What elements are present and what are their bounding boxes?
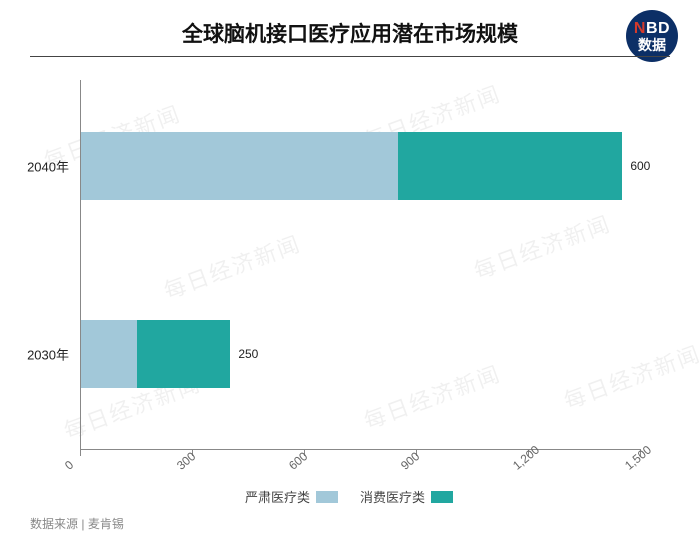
title-divider (30, 56, 670, 57)
bar-end-label: 600 (630, 159, 650, 173)
legend: 严肃医疗类 消费医疗类 (0, 487, 700, 506)
legend-swatch (431, 491, 453, 503)
brand-logo-N: N (634, 20, 646, 37)
legend-item: 严肃医疗类 (245, 487, 340, 506)
brand-logo: NBD 数据 (626, 10, 678, 62)
brand-logo-line1: NBD (634, 21, 670, 37)
legend-label: 消费医疗类 (360, 487, 425, 506)
y-axis-label: 2030年 (27, 345, 69, 364)
y-axis-label: 2040年 (27, 157, 69, 176)
source-sep: | (78, 517, 88, 531)
bar-segment (81, 320, 137, 388)
legend-label: 严肃医疗类 (245, 487, 310, 506)
bar-row: 2030年250 (81, 320, 230, 388)
x-tick-mark (80, 450, 81, 456)
plot-area: 2040年600 2030年250 (80, 80, 641, 450)
x-tick-label: 300 (174, 449, 198, 473)
x-tick-label: 0 (62, 458, 76, 473)
bar-segment (398, 132, 622, 200)
bar-segment (81, 132, 398, 200)
legend-item: 消费医疗类 (360, 487, 455, 506)
legend-swatch (316, 491, 338, 503)
bar-end-label: 250 (238, 347, 258, 361)
brand-logo-BD: BD (646, 20, 670, 37)
source-line: 数据来源 | 麦肯锡 (30, 515, 124, 532)
bar-segment (137, 320, 230, 388)
brand-logo-line2: 数据 (638, 38, 666, 52)
chart-title: 全球脑机接口医疗应用潜在市场规模 (0, 18, 700, 48)
chart-card: 全球脑机接口医疗应用潜在市场规模 NBD 数据 每日经济新闻每日经济新闻每日经济… (0, 0, 700, 540)
x-tick-label: 900 (398, 449, 422, 473)
source-prefix: 数据来源 (30, 517, 78, 531)
bar-row: 2040年600 (81, 132, 622, 200)
x-tick-label: 600 (286, 449, 310, 473)
source-value: 麦肯锡 (88, 517, 124, 531)
